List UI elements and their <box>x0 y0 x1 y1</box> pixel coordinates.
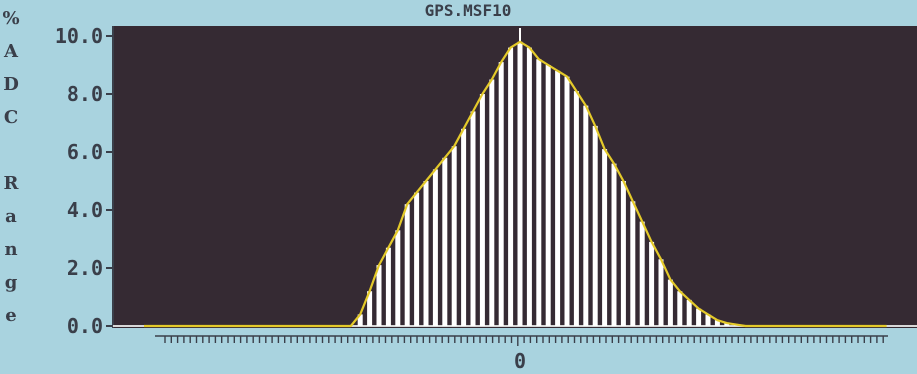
bar <box>630 201 636 326</box>
y-axis-label-letter: D <box>3 74 19 95</box>
y-axis-label-letter: g <box>5 272 18 293</box>
bar <box>545 65 551 326</box>
bar <box>367 291 373 326</box>
bar <box>357 314 363 326</box>
bar <box>583 105 589 326</box>
bar <box>461 128 467 326</box>
bar <box>489 79 495 326</box>
plot-area <box>113 26 917 328</box>
bar <box>658 259 664 326</box>
bar <box>677 291 683 326</box>
envelope-curve <box>144 40 887 328</box>
bar <box>686 299 692 326</box>
bar <box>536 59 542 326</box>
chart-title: GPS.MSF10 <box>425 1 512 20</box>
y-axis-label-letter: A <box>3 41 19 62</box>
bar <box>432 169 438 326</box>
y-tick-label: 4.0 <box>67 198 103 222</box>
y-axis: 0.0 2.0 4.0 6.0 8.0 10.0 <box>55 24 114 338</box>
bar <box>639 221 645 326</box>
bar <box>714 320 720 326</box>
bar <box>592 125 598 327</box>
bar <box>423 181 429 326</box>
bar <box>470 111 476 327</box>
bar <box>451 146 457 326</box>
bar <box>620 181 626 326</box>
y-axis-label-letter: R <box>4 173 20 194</box>
bar <box>573 91 579 326</box>
bar <box>498 62 504 326</box>
y-tick-label: 6.0 <box>67 140 103 164</box>
bar <box>705 314 711 326</box>
y-axis-label-letter: n <box>4 239 17 260</box>
bar <box>526 47 532 326</box>
x-axis <box>155 335 888 346</box>
bar <box>602 149 608 326</box>
bar <box>442 157 448 326</box>
bar <box>414 192 420 326</box>
bar <box>479 94 485 326</box>
bar <box>385 247 391 326</box>
bar <box>564 76 570 326</box>
envelope-line <box>144 40 887 328</box>
y-axis-label-letter: e <box>5 305 16 326</box>
y-tick-label: 0.0 <box>67 314 103 338</box>
bar <box>508 47 514 326</box>
y-tick-label: 8.0 <box>67 82 103 106</box>
bar <box>724 323 730 326</box>
bar <box>667 279 673 326</box>
bar <box>649 241 655 326</box>
bar <box>696 308 702 326</box>
y-axis-label-letter: % <box>2 8 19 29</box>
y-axis-label-letter: C <box>4 107 18 128</box>
bar <box>395 230 401 326</box>
x-tick-label-center: 0 <box>514 349 526 373</box>
bar <box>404 204 410 326</box>
y-axis-label-letter: a <box>5 206 17 227</box>
bar <box>376 265 382 326</box>
bar <box>611 163 617 326</box>
bar <box>555 70 561 326</box>
y-tick-label: 10.0 <box>55 24 103 48</box>
y-tick-label: 2.0 <box>67 256 103 280</box>
